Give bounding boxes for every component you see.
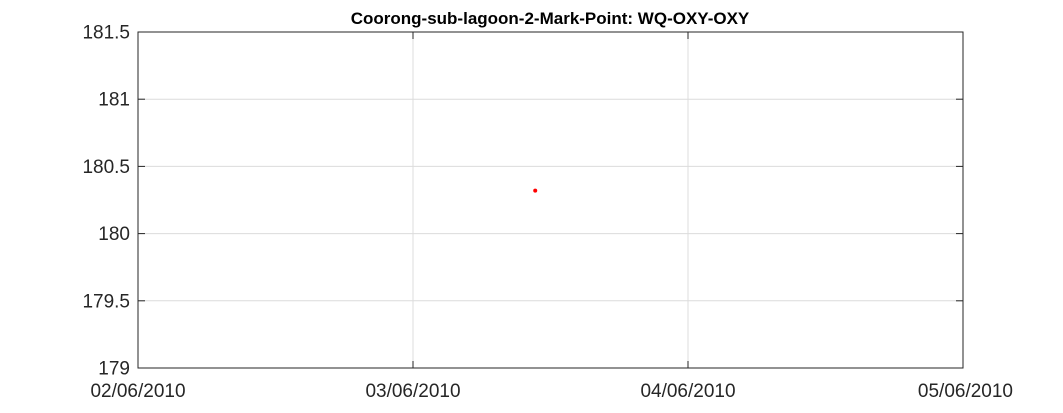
y-axis-tick-labels: 179 179.5 180 180.5 181 181.5 — [82, 23, 130, 380]
y-tick-label: 180 — [98, 224, 130, 245]
y-tick-label: 181.5 — [82, 23, 130, 44]
y-tick-label: 181 — [98, 90, 130, 111]
x-tick-label: 05/06/2010 — [918, 381, 1013, 402]
data-point — [533, 188, 538, 193]
y-tick-label: 180.5 — [82, 157, 130, 178]
x-tick-label: 02/06/2010 — [90, 381, 185, 402]
plot-area — [137, 31, 964, 369]
y-tick-label: 179 — [98, 359, 130, 380]
x-tick-label: 03/06/2010 — [365, 381, 460, 402]
data-points — [533, 188, 538, 193]
x-axis-tick-labels: 02/06/2010 03/06/2010 04/06/2010 05/06/2010 — [90, 381, 1013, 402]
axis-ticks — [137, 31, 964, 369]
chart-title: Coorong-sub-lagoon-2-Mark-Point: WQ-OXY-… — [351, 9, 750, 28]
x-tick-label: 04/06/2010 — [640, 381, 735, 402]
y-tick-label: 179.5 — [82, 291, 130, 312]
